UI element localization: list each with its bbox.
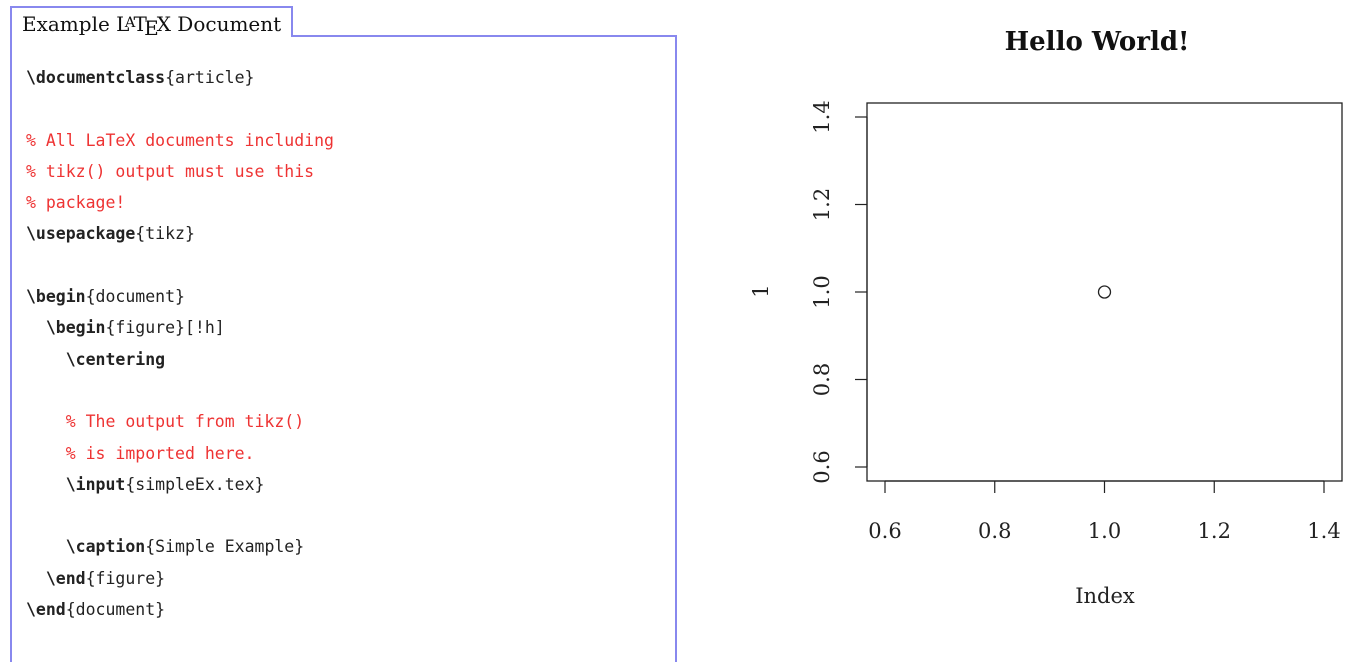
- code-argument: {article}: [165, 68, 255, 87]
- latex-logo-x: X: [156, 12, 171, 37]
- code-comment-text: % All LaTeX documents including: [26, 130, 334, 150]
- x-tick-label: 1.4: [1307, 519, 1340, 543]
- code-comment-line: % tikz() output must use this: [26, 156, 334, 187]
- code-command: \documentclass: [26, 68, 166, 87]
- code-blank-line: [26, 250, 334, 281]
- code-comment-line: % The output from tikz(): [26, 406, 334, 437]
- code-command: \begin: [26, 287, 86, 307]
- chart-title: Hello World!: [1005, 27, 1190, 57]
- y-axis-label: 1: [749, 284, 773, 297]
- scatter-plot: Hello World! 0.6 0.8 1.0 1.2 1.4 0.6 0.8 1.0 1.…: [749, 27, 1343, 608]
- code-blank-line: [26, 93, 334, 124]
- y-axis: 0.6 0.8 1.0 1.2 1.4: [810, 100, 868, 484]
- listing-frame: [10, 35, 677, 662]
- code-line: \documentclass{article}: [26, 62, 334, 93]
- code-blank-line: [26, 375, 334, 406]
- code-argument: {document}: [65, 600, 166, 620]
- latex-logo: LATEX: [116, 12, 171, 40]
- code-line: \usepackage{tikz}: [26, 218, 334, 249]
- latex-logo-l: L: [116, 12, 130, 37]
- code-argument: {tikz}: [135, 224, 195, 244]
- y-tick-label: 1.4: [810, 100, 834, 133]
- x-tick-label: 1.0: [1088, 519, 1121, 543]
- code-indent: [26, 475, 66, 494]
- code-comment-text: % The output from tikz(): [65, 412, 305, 432]
- y-tick-label: 1.0: [810, 275, 834, 308]
- code-indent: [26, 350, 66, 369]
- code-line: \begin{document}: [26, 281, 334, 312]
- code-comment-text: % tikz() output must use this: [26, 161, 315, 181]
- plot-frame: [866, 102, 1343, 482]
- code-command: \begin: [45, 318, 106, 338]
- x-axis-label: Index: [1075, 584, 1135, 608]
- code-argument: {figure}[!h]: [105, 318, 225, 338]
- code-line: \end{figure}: [26, 563, 334, 594]
- code-argument: {figure}: [85, 568, 166, 588]
- code-comment-text: % package!: [26, 193, 126, 213]
- x-axis: 0.6 0.8 1.0 1.2 1.4: [868, 480, 1341, 543]
- latex-logo-t: T: [133, 12, 147, 37]
- code-line: \caption{Simple Example}: [26, 531, 334, 562]
- listing-title-suffix: Document: [170, 12, 282, 37]
- y-tick-label: 0.6: [810, 450, 834, 483]
- y-tick-label: 0.8: [810, 363, 834, 396]
- code-line: \end{document}: [26, 594, 334, 625]
- code-argument: {simpleEx.tex}: [125, 474, 265, 494]
- code-indent: [26, 444, 66, 463]
- code-blank-line: [26, 500, 334, 531]
- data-point: [1097, 285, 1112, 299]
- code-comment-line: % package!: [26, 187, 334, 218]
- code-command: \centering: [65, 349, 166, 369]
- code-indent: [26, 318, 46, 337]
- code-command: \caption: [65, 537, 146, 557]
- code-argument: {Simple Example}: [145, 537, 305, 557]
- code-argument: {document}: [85, 287, 185, 307]
- x-tick-label: 0.8: [978, 519, 1011, 543]
- listing-title-tab: Example LATEX Document: [10, 6, 294, 40]
- code-command: \usepackage: [26, 224, 136, 244]
- code-listing: \documentclass{article} % All LaTeX docum…: [26, 62, 334, 625]
- code-line: \centering: [26, 344, 334, 375]
- latex-logo-a: A: [124, 15, 136, 31]
- x-tick-label: 1.2: [1198, 519, 1231, 543]
- latex-logo-e: E: [144, 16, 159, 41]
- code-command: \end: [26, 600, 66, 620]
- code-indent: [26, 412, 66, 431]
- code-line: \begin{figure}[!h]: [26, 312, 334, 343]
- y-tick-label: 1.2: [810, 188, 834, 221]
- code-command: \input: [65, 474, 126, 494]
- listing-title-prefix: Example: [22, 12, 117, 37]
- code-comment-text: % is imported here.: [65, 443, 255, 463]
- code-command: \end: [45, 568, 86, 588]
- code-indent: [26, 537, 66, 556]
- code-comment-line: % All LaTeX documents including: [26, 125, 334, 156]
- x-tick-label: 0.6: [868, 519, 901, 543]
- code-line: \input{simpleEx.tex}: [26, 469, 334, 500]
- code-comment-line: % is imported here.: [26, 438, 334, 469]
- data-points: [1097, 285, 1112, 299]
- code-indent: [26, 569, 46, 588]
